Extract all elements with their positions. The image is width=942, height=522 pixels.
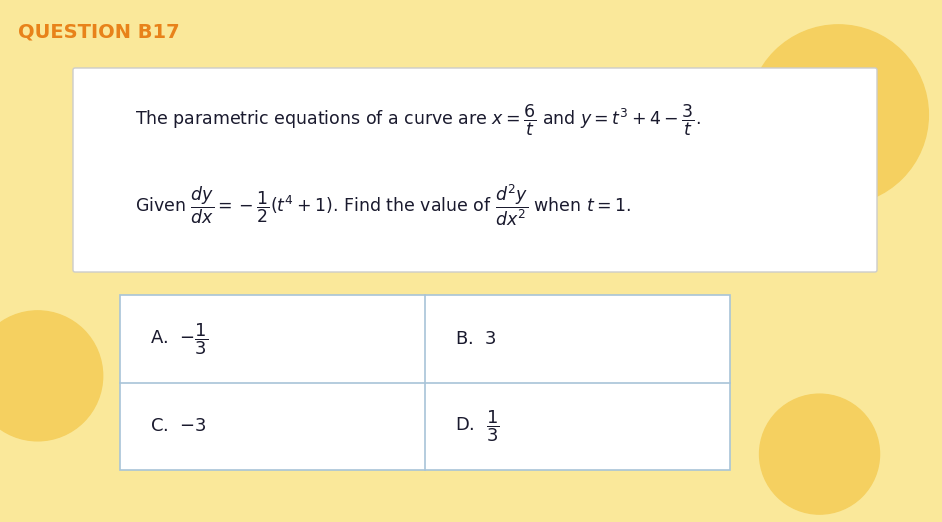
Text: D.  $\dfrac{1}{3}$: D. $\dfrac{1}{3}$ [455, 408, 499, 444]
Text: B.  $3$: B. $3$ [455, 330, 496, 348]
Circle shape [748, 25, 929, 205]
Text: QUESTION B17: QUESTION B17 [18, 22, 180, 41]
Text: C.  $-3$: C. $-3$ [150, 417, 207, 435]
FancyBboxPatch shape [120, 295, 730, 470]
Circle shape [0, 311, 103, 441]
Circle shape [759, 394, 880, 514]
Text: A.  $-\dfrac{1}{3}$: A. $-\dfrac{1}{3}$ [150, 321, 208, 357]
Text: Given $\dfrac{dy}{dx} = -\dfrac{1}{2}(t^4 + 1)$. Find the value of $\dfrac{d^2y}: Given $\dfrac{dy}{dx} = -\dfrac{1}{2}(t^… [135, 182, 631, 228]
FancyBboxPatch shape [73, 68, 877, 272]
Text: The parametric equations of a curve are $x = \dfrac{6}{t}$ and $y = t^3 + 4 - \d: The parametric equations of a curve are … [135, 102, 701, 138]
